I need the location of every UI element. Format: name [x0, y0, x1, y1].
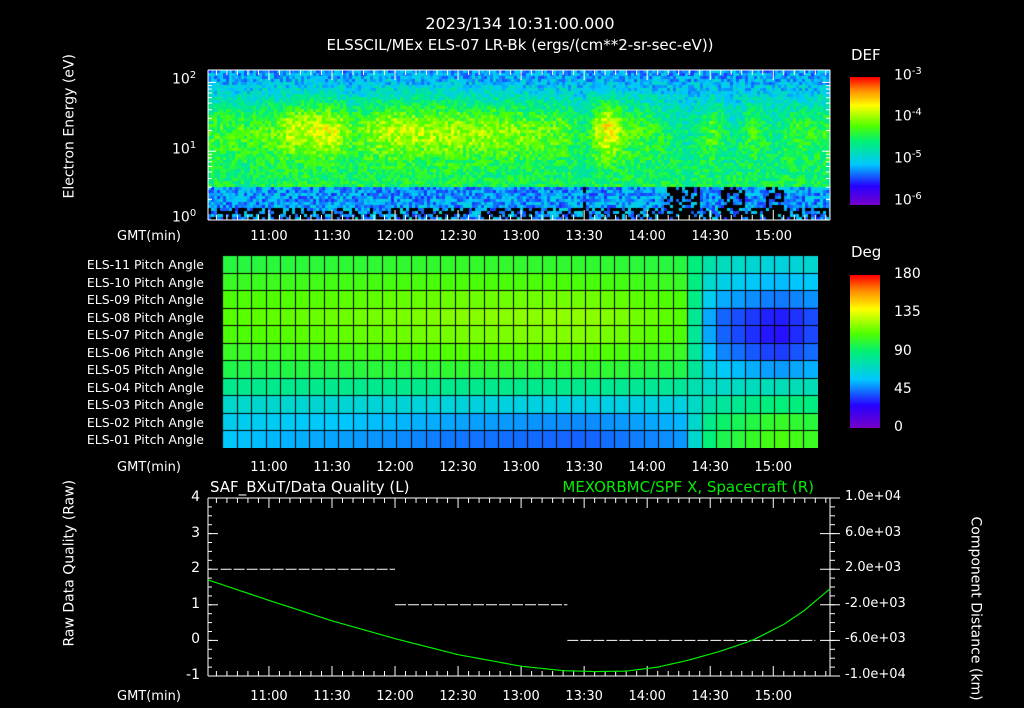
time-tick-label: 12:30 — [439, 689, 477, 704]
deg-colorbar — [850, 275, 880, 428]
pitch-angle-heatmap — [222, 255, 818, 448]
deg-colorbar-label: 0 — [894, 419, 903, 435]
deg-colorbar-label: 90 — [894, 342, 912, 359]
time-tick-label: 14:00 — [628, 229, 666, 244]
def-colorbar-title: DEF — [851, 46, 881, 64]
time-tick-label: 12:30 — [439, 460, 477, 475]
time-tick-label: 11:30 — [313, 689, 351, 704]
pitch-row-label: ELS-07 Pitch Angle — [86, 327, 204, 343]
plot-title: 2023/134 10:31:00.000 — [425, 14, 615, 33]
def-label-1: 10-3 — [894, 66, 922, 84]
time-tick-label: 11:00 — [250, 229, 288, 244]
def-label-2: 10-4 — [894, 107, 922, 125]
pitch-row-label: ELS-11 Pitch Angle — [86, 257, 204, 272]
time-tick-label: 15:00 — [754, 460, 792, 475]
time-tick-label: 12:00 — [376, 229, 414, 244]
time-tick-label: 12:00 — [376, 460, 414, 475]
time-tick-label: 13:00 — [502, 460, 540, 475]
quality-title: SAF_BXuT/Data Quality (L) — [210, 478, 410, 496]
time-tick-label: 11:30 — [313, 460, 351, 475]
pitch-row-label: ELS-06 Pitch Angle — [86, 344, 204, 360]
spectrogram-heatmap — [208, 70, 830, 220]
right-tick-label: -2.0e+03 — [845, 595, 906, 611]
time-tick-label: 14:00 — [628, 460, 666, 475]
time-tick-label: 11:30 — [313, 229, 351, 244]
pitch-row-label: ELS-08 Pitch Angle — [86, 309, 204, 325]
left-tick-label: 1 — [191, 595, 200, 612]
pitch-row-label: ELS-05 Pitch Angle — [86, 362, 204, 378]
left-tick-label: 2 — [191, 560, 200, 577]
right-tick-label: 6.0e+03 — [845, 524, 902, 540]
def-colorbar — [850, 77, 880, 205]
right-tick-label: 2.0e+03 — [845, 560, 902, 576]
pitch-row-label: ELS-10 Pitch Angle — [86, 274, 204, 290]
time-tick-label: 14:30 — [691, 689, 729, 704]
time-tick-label: 11:00 — [250, 689, 288, 704]
right-tick-label: 1.0e+04 — [845, 489, 902, 504]
right-tick-label: -6.0e+03 — [845, 631, 906, 647]
deg-colorbar-label: 180 — [894, 266, 921, 282]
time-tick-label: 15:00 — [754, 689, 792, 704]
distance-title: MEXORBMC/SPF X, Spacecraft (R) — [562, 478, 814, 496]
def-label-3: 10-5 — [894, 149, 922, 167]
quality-axis-label: Raw Data Quality (Raw) — [61, 479, 78, 647]
pitch-row-label: ELS-04 Pitch Angle — [86, 379, 204, 395]
def-label-4: 10-6 — [894, 191, 922, 209]
pitch-row-label: ELS-02 Pitch Angle — [86, 414, 204, 430]
ytick-100: 102 — [172, 70, 197, 88]
deg-colorbar-label: 45 — [894, 380, 912, 397]
time-tick-label: 11:00 — [250, 460, 288, 475]
left-tick-label: 4 — [191, 489, 200, 505]
left-tick-label: -1 — [186, 667, 200, 683]
time-tick-label: 15:00 — [754, 229, 792, 244]
deg-colorbar-label: 135 — [894, 304, 921, 321]
time-axis-label: GMT(min) — [117, 460, 181, 475]
plot-subtitle: ELSSCIL/MEx ELS-07 LR-Bk (ergs/(cm**2-sr… — [326, 36, 714, 54]
pitch-row-label: ELS-01 Pitch Angle — [86, 432, 204, 448]
ytick-10: 101 — [172, 140, 197, 158]
time-tick-label: 14:30 — [691, 229, 729, 244]
time-axis-label: GMT(min) — [117, 229, 181, 244]
left-tick-label: 3 — [191, 524, 200, 541]
time-tick-label: 14:00 — [628, 689, 666, 704]
distance-line — [207, 579, 831, 673]
time-tick-label: 12:30 — [439, 229, 477, 244]
time-tick-label: 13:00 — [502, 229, 540, 244]
ytick-1: 100 — [172, 208, 197, 226]
distance-axis-label: Component Distance (km) — [967, 516, 984, 701]
energy-axis-label: Electron Energy (eV) — [61, 54, 78, 199]
time-tick-label: 13:30 — [565, 460, 603, 475]
time-tick-label: 12:00 — [376, 689, 414, 704]
pitch-row-label: ELS-03 Pitch Angle — [86, 397, 204, 413]
time-tick-label: 13:30 — [565, 229, 603, 244]
time-axis-label: GMT(min) — [117, 689, 181, 704]
right-tick-label: -1.0e+04 — [845, 667, 906, 682]
time-tick-label: 14:30 — [691, 460, 729, 475]
pitch-row-label: ELS-09 Pitch Angle — [86, 292, 204, 308]
time-tick-label: 13:00 — [502, 689, 540, 704]
time-tick-label: 13:30 — [565, 689, 603, 704]
deg-colorbar-title: Deg — [851, 243, 882, 261]
left-tick-label: 0 — [191, 631, 200, 648]
